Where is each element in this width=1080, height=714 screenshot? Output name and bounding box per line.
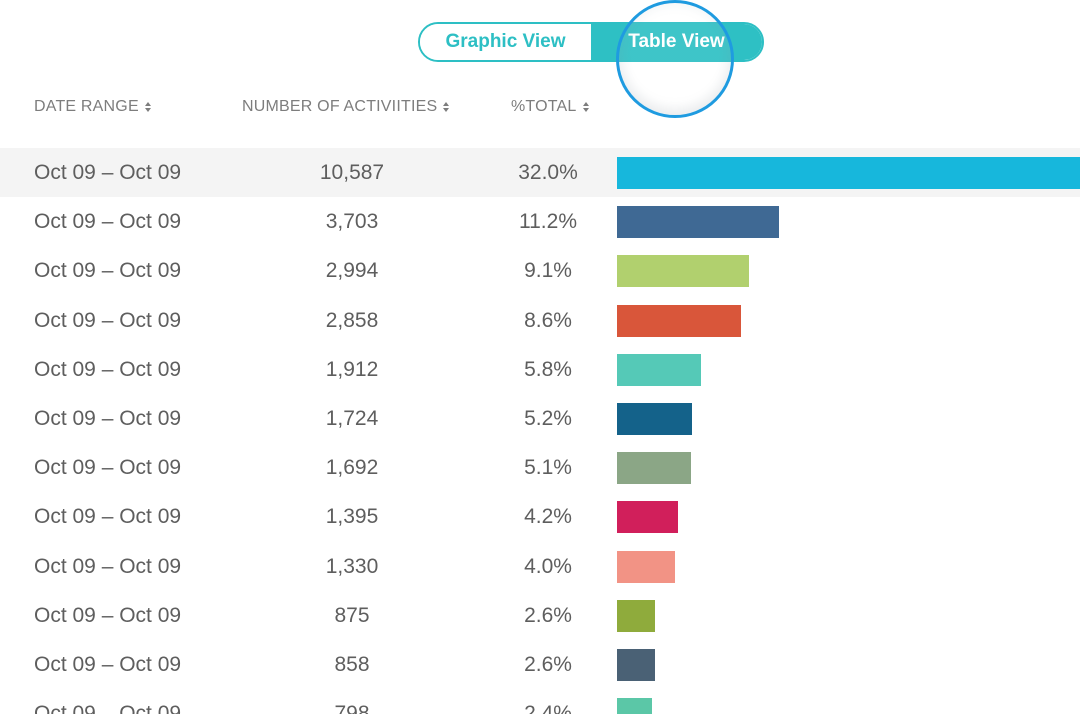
pct-bar bbox=[617, 648, 655, 681]
pct-total-cell: 5.8% bbox=[524, 357, 572, 381]
pct-bar bbox=[617, 206, 779, 239]
activity-count-cell: 1,724 bbox=[325, 406, 379, 430]
pct-bar bbox=[617, 550, 675, 583]
pct-total-cell: 9.1% bbox=[524, 259, 572, 283]
pct-total-cell: 2.6% bbox=[524, 652, 572, 676]
sort-icon bbox=[443, 102, 450, 112]
pct-bar bbox=[617, 353, 701, 386]
pct-total-cell: 4.2% bbox=[524, 505, 572, 529]
pct-bar bbox=[617, 501, 678, 534]
activity-count-cell: 2,858 bbox=[325, 308, 379, 332]
column-header-pct-total-label: %TOTAL bbox=[511, 98, 577, 115]
activity-count-cell: 798 bbox=[334, 702, 370, 714]
pct-bar bbox=[617, 255, 749, 288]
activity-count-cell: 2,994 bbox=[325, 259, 379, 283]
pct-total-cell: 5.2% bbox=[524, 406, 572, 430]
table-row[interactable]: Oct 09 – Oct 09 2,994 9.1% bbox=[0, 246, 1080, 295]
column-header-date-range-label: DATE RANGE bbox=[34, 98, 139, 115]
table-row[interactable]: Oct 09 – Oct 09 1,912 5.8% bbox=[0, 345, 1080, 394]
date-range-cell: Oct 09 – Oct 09 bbox=[34, 161, 182, 184]
activity-count-cell: 1,395 bbox=[325, 505, 379, 529]
date-range-cell: Oct 09 – Oct 09 bbox=[34, 308, 182, 332]
pct-bar bbox=[617, 698, 652, 714]
activity-count-cell: 1,912 bbox=[325, 357, 379, 381]
column-header-number-of-activities-label: NUMBER OF ACTIVIITIES bbox=[242, 98, 438, 115]
table-row[interactable]: Oct 09 – Oct 09 3,703 11.2% bbox=[0, 197, 1080, 246]
date-range-cell: Oct 09 – Oct 09 bbox=[34, 702, 182, 714]
date-range-cell: Oct 09 – Oct 09 bbox=[34, 259, 182, 283]
table-row[interactable]: Oct 09 – Oct 09 798 2.4% bbox=[0, 689, 1080, 714]
pct-bar bbox=[617, 402, 692, 435]
date-range-cell: Oct 09 – Oct 09 bbox=[34, 357, 182, 381]
pct-bar bbox=[617, 452, 691, 485]
activity-count-cell: 858 bbox=[334, 652, 370, 676]
activity-count-cell: 3,703 bbox=[325, 210, 379, 234]
graphic-view-button[interactable]: Graphic View bbox=[420, 24, 591, 60]
activity-count-cell: 1,330 bbox=[325, 554, 379, 578]
table-row[interactable]: Oct 09 – Oct 09 875 2.6% bbox=[0, 591, 1080, 640]
column-header-date-range[interactable]: DATE RANGE bbox=[34, 98, 151, 116]
sort-icon bbox=[144, 102, 151, 112]
date-range-cell: Oct 09 – Oct 09 bbox=[34, 603, 182, 627]
table-row[interactable]: Oct 09 – Oct 09 1,395 4.2% bbox=[0, 492, 1080, 541]
date-range-cell: Oct 09 – Oct 09 bbox=[34, 554, 182, 578]
pct-total-cell: 11.2% bbox=[519, 210, 577, 234]
pct-total-cell: 5.1% bbox=[524, 456, 572, 480]
pct-total-cell: 2.6% bbox=[524, 603, 572, 627]
date-range-cell: Oct 09 – Oct 09 bbox=[34, 210, 182, 234]
pct-total-cell: 2.4% bbox=[524, 702, 572, 714]
activity-count-cell: 875 bbox=[334, 603, 370, 627]
table-view-button[interactable]: Table View bbox=[591, 24, 762, 60]
column-header-pct-total[interactable]: %TOTAL bbox=[511, 98, 589, 116]
pct-total-cell: 8.6% bbox=[524, 308, 572, 332]
table-row[interactable]: Oct 09 – Oct 09 2,858 8.6% bbox=[0, 296, 1080, 345]
table-row[interactable]: Oct 09 – Oct 09 1,692 5.1% bbox=[0, 443, 1080, 492]
date-range-cell: Oct 09 – Oct 09 bbox=[34, 505, 182, 529]
activity-count-cell: 10,587 bbox=[319, 161, 385, 184]
pct-bar bbox=[617, 599, 655, 632]
view-toggle: Graphic View Table View bbox=[418, 22, 764, 62]
sort-icon bbox=[582, 102, 589, 112]
pct-bar bbox=[617, 157, 1080, 189]
date-range-cell: Oct 09 – Oct 09 bbox=[34, 456, 182, 480]
activity-count-cell: 1,692 bbox=[325, 456, 379, 480]
table-body: Oct 09 – Oct 09 10,587 32.0% Oct 09 – Oct 0… bbox=[0, 148, 1080, 714]
pct-bar bbox=[617, 304, 741, 337]
table-row[interactable]: Oct 09 – Oct 09 858 2.6% bbox=[0, 640, 1080, 689]
pct-total-cell: 4.0% bbox=[524, 554, 572, 578]
pct-total-cell: 32.0% bbox=[518, 161, 578, 184]
table-row[interactable]: Oct 09 – Oct 09 10,587 32.0% bbox=[0, 148, 1080, 198]
column-header-number-of-activities[interactable]: NUMBER OF ACTIVIITIES bbox=[242, 98, 450, 116]
date-range-cell: Oct 09 – Oct 09 bbox=[34, 652, 182, 676]
table-row[interactable]: Oct 09 – Oct 09 1,724 5.2% bbox=[0, 394, 1080, 443]
date-range-cell: Oct 09 – Oct 09 bbox=[34, 406, 182, 430]
table-row[interactable]: Oct 09 – Oct 09 1,330 4.0% bbox=[0, 542, 1080, 591]
